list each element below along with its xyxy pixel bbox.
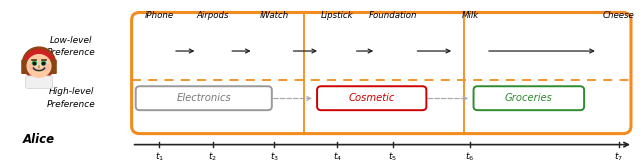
Text: High-level: High-level [48, 87, 93, 96]
FancyBboxPatch shape [132, 13, 631, 134]
Text: $t_6$: $t_6$ [465, 150, 475, 163]
FancyBboxPatch shape [21, 60, 29, 74]
Text: Milk: Milk [461, 11, 479, 20]
Circle shape [27, 55, 51, 77]
Text: $t_5$: $t_5$ [388, 150, 397, 163]
Circle shape [43, 64, 49, 70]
Text: $t_4$: $t_4$ [333, 150, 342, 163]
Circle shape [24, 50, 54, 79]
Circle shape [42, 63, 45, 65]
Text: Lipstick: Lipstick [321, 11, 353, 20]
Text: $t_1$: $t_1$ [154, 150, 164, 163]
Circle shape [22, 47, 56, 79]
Text: $t_3$: $t_3$ [269, 150, 278, 163]
Text: Cheese: Cheese [603, 11, 635, 20]
Text: Low-level: Low-level [50, 35, 92, 45]
Circle shape [29, 64, 35, 70]
Circle shape [41, 60, 47, 66]
Circle shape [32, 61, 36, 66]
Polygon shape [33, 68, 45, 70]
Circle shape [31, 60, 37, 66]
FancyBboxPatch shape [49, 60, 57, 74]
Text: Electronics: Electronics [177, 93, 231, 103]
Text: $t_2$: $t_2$ [208, 150, 217, 163]
FancyBboxPatch shape [317, 86, 426, 110]
Circle shape [42, 61, 46, 66]
Text: iWatch: iWatch [259, 11, 289, 20]
Circle shape [33, 63, 36, 65]
Text: Cosmetic: Cosmetic [349, 93, 395, 103]
FancyBboxPatch shape [136, 86, 272, 110]
Text: Foundation: Foundation [369, 11, 417, 20]
FancyBboxPatch shape [26, 76, 52, 88]
Text: iPhone: iPhone [145, 11, 173, 20]
Text: Preference: Preference [47, 48, 95, 57]
FancyBboxPatch shape [474, 86, 584, 110]
Text: Airpods: Airpods [196, 11, 229, 20]
Text: Groceries: Groceries [505, 93, 553, 103]
Text: $t_7$: $t_7$ [614, 150, 623, 163]
Text: Alice: Alice [23, 133, 55, 146]
Text: Preference: Preference [47, 100, 95, 109]
